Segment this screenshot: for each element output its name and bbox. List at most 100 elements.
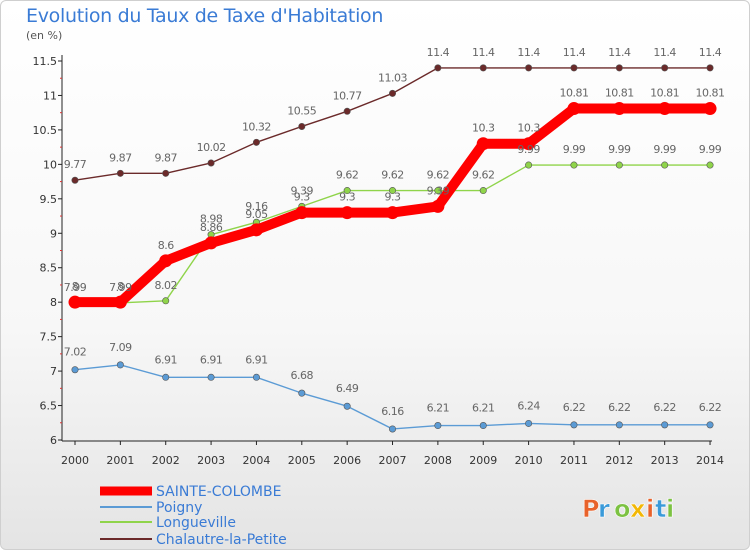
y-tick-label: 10 — [43, 158, 57, 171]
data-label: 11.4 — [517, 46, 540, 59]
data-point — [252, 138, 260, 146]
x-tick-label: 2009 — [469, 454, 497, 467]
data-label: 9.87 — [109, 151, 132, 164]
data-label: 6.21 — [427, 402, 450, 415]
data-label: 9.62 — [472, 169, 495, 182]
data-label: 8.6 — [158, 239, 174, 252]
data-point — [116, 169, 124, 177]
data-point — [570, 421, 578, 429]
data-point — [706, 64, 714, 72]
data-point — [703, 102, 717, 116]
data-label: 9.3 — [339, 191, 355, 204]
data-label: 6.16 — [381, 405, 404, 418]
data-point — [525, 161, 533, 169]
data-label: 8.02 — [154, 279, 177, 292]
data-point — [68, 295, 82, 309]
data-point — [159, 254, 173, 268]
data-label: 9.99 — [608, 143, 631, 156]
data-label: 9.62 — [381, 169, 404, 182]
data-label: 6.91 — [245, 353, 268, 366]
x-tick-label: 2000 — [61, 454, 89, 467]
data-point — [343, 402, 351, 410]
data-point — [298, 122, 306, 130]
chart-title: Evolution du Taux de Taxe d'Habitation — [26, 5, 384, 27]
data-point — [71, 176, 79, 184]
data-label: 11.4 — [653, 46, 676, 59]
data-label: 6.24 — [517, 399, 540, 412]
legend-label: Longueville — [156, 515, 236, 531]
data-label: 8 — [72, 280, 79, 293]
data-point — [431, 199, 445, 213]
data-label: 10.32 — [242, 120, 271, 133]
data-point — [479, 187, 487, 195]
y-tick-label: 7.5 — [40, 331, 58, 344]
data-point — [612, 102, 626, 116]
data-label: 9.87 — [154, 151, 177, 164]
data-label: 11.4 — [608, 46, 631, 59]
data-label: 11.4 — [427, 46, 450, 59]
data-label: 10.81 — [605, 87, 634, 100]
data-point — [570, 64, 578, 72]
data-point — [661, 64, 669, 72]
data-point — [434, 422, 442, 430]
series-line — [70, 103, 716, 308]
data-point — [706, 161, 714, 169]
data-point — [476, 137, 490, 151]
x-tick-label: 2001 — [106, 454, 134, 467]
data-point — [343, 107, 351, 115]
data-label: 6.91 — [154, 353, 177, 366]
x-tick-label: 2002 — [152, 454, 180, 467]
data-point — [658, 102, 672, 116]
data-label: 6.91 — [200, 353, 223, 366]
logo-letter: o — [614, 495, 631, 523]
x-tick-label: 2003 — [197, 454, 225, 467]
data-label: 8 — [117, 280, 124, 293]
data-label: 11.4 — [472, 46, 495, 59]
data-label: 10.55 — [287, 104, 316, 117]
x-tick-label: 2006 — [333, 454, 361, 467]
logo-letter: i — [646, 495, 654, 523]
data-point — [162, 169, 170, 177]
data-point — [71, 366, 79, 374]
data-point — [434, 64, 442, 72]
y-tick-label: 9 — [50, 227, 57, 240]
data-point — [113, 295, 127, 309]
data-point — [567, 102, 581, 116]
x-tick-label: 2007 — [379, 454, 407, 467]
data-point — [204, 236, 218, 250]
y-tick-label: 7 — [50, 365, 57, 378]
data-label: 10.81 — [559, 87, 588, 100]
y-tick-label: 11 — [43, 89, 57, 102]
data-point — [389, 187, 397, 195]
data-label: 11.03 — [378, 71, 407, 84]
x-tick-label: 2004 — [242, 454, 270, 467]
data-label: 8.98 — [200, 213, 223, 226]
data-point — [249, 223, 263, 237]
data-label: 9.77 — [64, 158, 87, 171]
data-label: 7.99 — [109, 281, 132, 294]
legend-label: Poigny — [156, 500, 202, 516]
logo-letter: r — [598, 495, 610, 523]
y-tick-label: 6 — [50, 434, 57, 447]
data-point — [298, 389, 306, 397]
data-label: 9.39 — [291, 184, 314, 197]
data-label: 9.05 — [245, 208, 268, 221]
data-point — [661, 421, 669, 429]
data-point — [615, 161, 623, 169]
data-point — [479, 422, 487, 430]
data-label: 10.77 — [333, 89, 362, 102]
data-point — [525, 64, 533, 72]
x-tick-label: 2005 — [288, 454, 316, 467]
data-point — [340, 206, 354, 220]
data-point — [207, 373, 215, 381]
data-label: 10.3 — [517, 122, 540, 135]
data-label: 9.62 — [336, 169, 359, 182]
y-tick-label: 6.5 — [40, 400, 58, 413]
data-label: 9.99 — [563, 143, 586, 156]
data-label: 6.21 — [472, 402, 495, 415]
data-label: 6.68 — [291, 369, 314, 382]
x-tick-label: 2014 — [696, 454, 724, 467]
data-point — [661, 161, 669, 169]
